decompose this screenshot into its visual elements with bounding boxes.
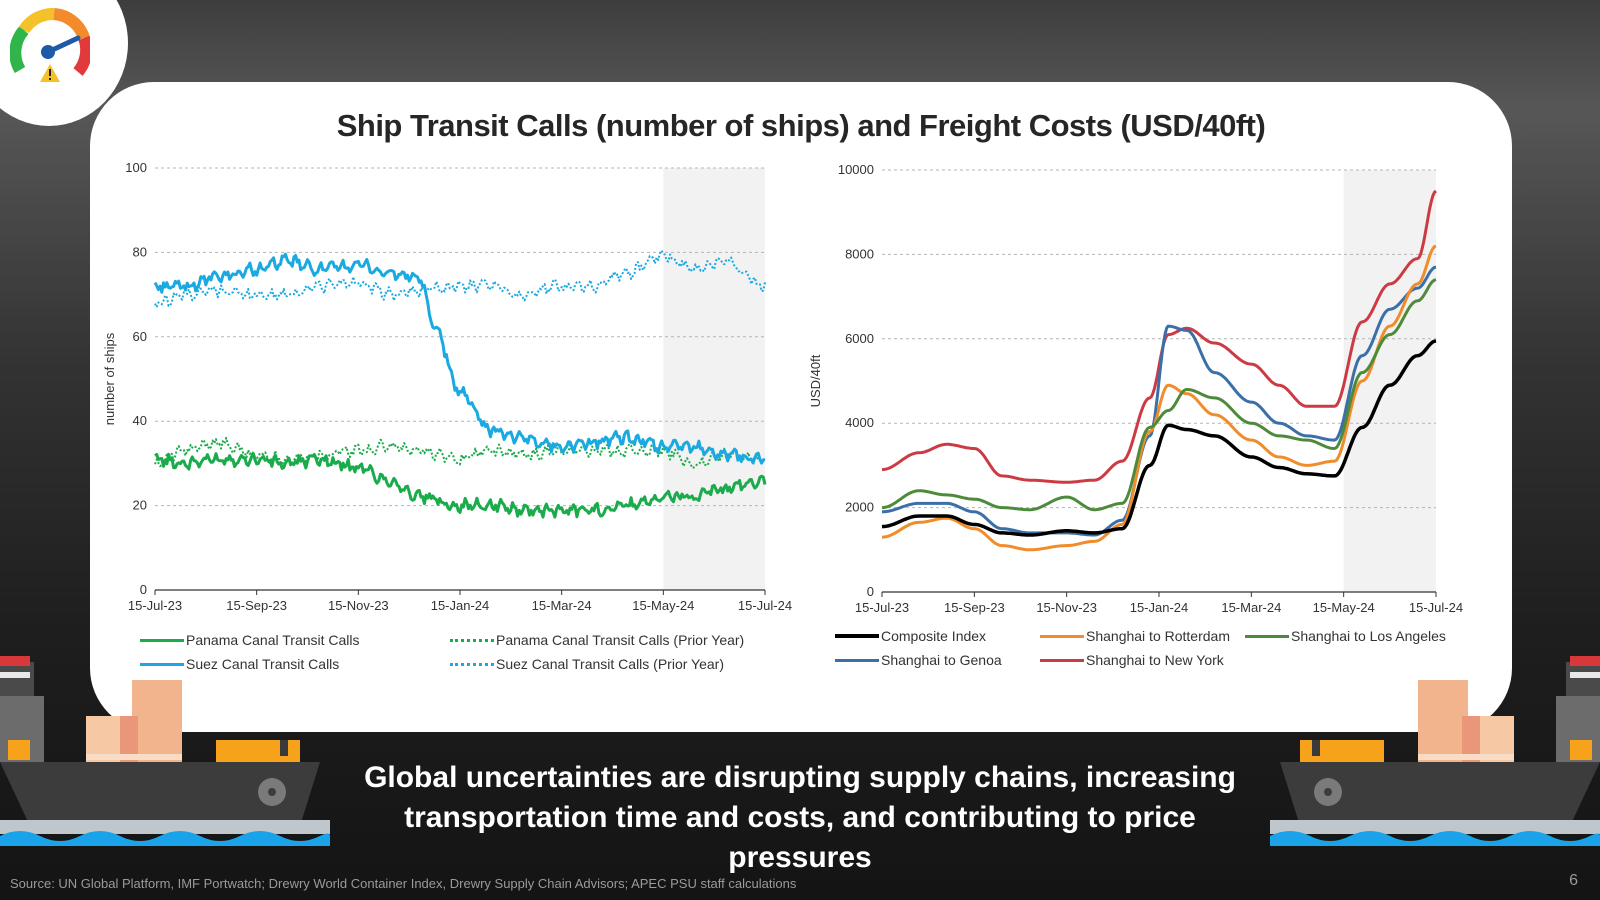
source-note: Source: UN Global Platform, IMF Portwatc… (10, 876, 797, 891)
y-axis-label: USD/40ft (808, 354, 823, 407)
freight-costs-chart: 0 2000 4000 6000 8000 10000 15-Jul-23 15-Sep-23… (808, 162, 1463, 615)
legend-label: Shanghai to Genoa (881, 652, 1002, 668)
x-tick-label: 15-Jul-23 (128, 598, 182, 613)
legend-label: Composite Index (881, 628, 987, 644)
legend-item: Shanghai to New York (1040, 652, 1224, 668)
y-tick-label: 0 (867, 584, 874, 599)
legend-item: Panama Canal Transit Calls (Prior Year) (450, 632, 744, 648)
y-tick-label: 4000 (845, 415, 874, 430)
legend-label: Suez Canal Transit Calls (186, 656, 340, 672)
x-tick-label: 15-Jul-23 (855, 600, 909, 615)
series-line-0 (154, 452, 767, 519)
x-tick-label: 15-Jan-24 (431, 598, 490, 613)
page-number: 6 (1569, 872, 1578, 889)
main-title: Ship Transit Calls (number of ships) and… (336, 108, 1266, 143)
legend-swatch (140, 662, 184, 666)
legend-label: Suez Canal Transit Calls (Prior Year) (496, 656, 724, 672)
legend-label: Shanghai to Los Angeles (1291, 628, 1446, 644)
legend-item: Suez Canal Transit Calls (140, 656, 339, 672)
legend-swatch (450, 662, 494, 666)
x-tick-label: 15-May-24 (632, 598, 694, 613)
legend-swatch (835, 634, 879, 638)
x-tick-label: 15-Mar-24 (1221, 600, 1281, 615)
y-tick-label: 8000 (845, 246, 874, 261)
series-line-3 (881, 278, 1437, 512)
x-tick-label: 15-Jul-24 (738, 598, 792, 613)
shaded-period (1343, 170, 1436, 592)
y-tick-label: 2000 (845, 500, 874, 515)
x-tick-label: 15-Sep-23 (944, 600, 1005, 615)
x-tick-label: 15-Nov-23 (328, 598, 389, 613)
y-tick-label: 0 (140, 582, 147, 597)
series-line-4 (881, 339, 1437, 537)
legend-item: Shanghai to Los Angeles (1245, 628, 1446, 644)
legend-swatch (835, 658, 879, 662)
x-tick-label: 15-Sep-23 (226, 598, 287, 613)
x-tick-label: 15-Jan-24 (1130, 600, 1189, 615)
y-tick-label: 60 (133, 329, 147, 344)
legend-label: Shanghai to Rotterdam (1086, 628, 1230, 644)
legend-item: Composite Index (835, 628, 986, 644)
x-tick-label: 15-Jul-24 (1409, 600, 1463, 615)
y-tick-label: 20 (133, 498, 147, 513)
shaded-period (663, 168, 765, 590)
y-tick-label: 10000 (838, 162, 874, 177)
legend-swatch (1040, 634, 1084, 638)
headline-line-1: Global uncertainties are disrupting supp… (364, 761, 1236, 794)
series-line-1 (882, 265, 1437, 537)
transit-calls-chart: 0 20 40 60 80 100 15-Jul-23 15-Sep-23 15-Nov-23 1… (102, 160, 792, 613)
x-tick-label: 15-Mar-24 (532, 598, 592, 613)
legend-item: Suez Canal Transit Calls (Prior Year) (450, 656, 724, 672)
series-line-2 (882, 244, 1437, 552)
legend-swatch (140, 638, 184, 642)
y-tick-label: 6000 (845, 331, 874, 346)
legend-swatch (450, 638, 494, 642)
legend-item: Shanghai to Genoa (835, 652, 1002, 668)
y-axis-label: number of ships (102, 332, 117, 425)
series-line-3 (154, 249, 766, 309)
legend-swatch (1245, 634, 1289, 638)
legend-swatch (1040, 658, 1084, 662)
headline: Global uncertainties are disrupting supp… (330, 758, 1270, 878)
legend-label: Panama Canal Transit Calls (Prior Year) (496, 632, 745, 648)
headline-line-2: transportation time and costs, and contr… (404, 801, 1196, 874)
gauge-logo-icon (10, 8, 90, 82)
cargo-ship-right-icon (1270, 656, 1600, 846)
legend-label: Panama Canal Transit Calls (186, 632, 360, 648)
transit-calls-legend: Panama Canal Transit Calls Panama Canal T… (140, 628, 820, 688)
y-tick-label: 40 (133, 413, 147, 428)
y-tick-label: 100 (125, 160, 147, 175)
y-tick-label: 80 (133, 244, 147, 259)
series-line-0 (881, 189, 1437, 484)
x-tick-label: 15-Nov-23 (1036, 600, 1097, 615)
legend-item: Shanghai to Rotterdam (1040, 628, 1230, 644)
chart-card: Ship Transit Calls (number of ships) and… (90, 82, 1512, 732)
x-tick-label: 15-May-24 (1313, 600, 1375, 615)
cargo-ship-left-icon (0, 656, 330, 846)
legend-label: Shanghai to New York (1086, 652, 1224, 668)
series-line-2 (153, 252, 766, 465)
freight-costs-legend: Composite Index Shanghai to Rotterdam Shan… (835, 624, 1475, 684)
legend-item: Panama Canal Transit Calls (140, 632, 360, 648)
